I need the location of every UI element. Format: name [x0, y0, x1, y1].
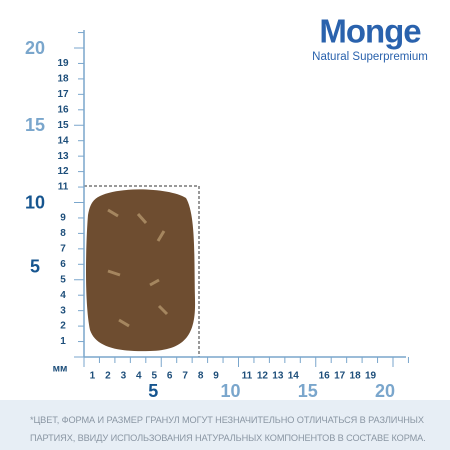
x-minor-label: 11	[242, 371, 253, 382]
y-minor-label: 15	[57, 120, 69, 131]
y-minor-label: 16	[57, 104, 69, 115]
footnote: *Цвет, форма и размер гранул могут незна…	[0, 400, 450, 450]
x-major-label: 5	[148, 381, 158, 400]
x-major-label: 20	[375, 381, 395, 400]
x-minor-label: 3	[121, 371, 127, 382]
x-minor-label: 8	[198, 371, 204, 382]
y-minor-label: 18	[57, 74, 69, 85]
y-minor-label: 3	[60, 305, 66, 316]
y-minor-label: 19	[57, 58, 69, 69]
logo-brand: Monge	[319, 13, 421, 50]
y-minor-label: 6	[60, 259, 66, 270]
y-minor-label: 12	[57, 166, 69, 177]
unit-label: мм	[53, 364, 68, 375]
x-minor-label: 1	[90, 371, 96, 382]
kibble-texture	[107, 208, 169, 328]
x-minor-label: 5	[151, 371, 157, 382]
logo-tagline: Natural Superpremium	[312, 51, 428, 63]
x-minor-label: 19	[365, 371, 377, 382]
x-minor-label: 7	[182, 371, 188, 382]
x-minor-label: 12	[257, 371, 269, 382]
y-minor-label: 1	[60, 336, 66, 347]
x-minor-label: 6	[167, 371, 173, 382]
y-minor-label: 13	[57, 151, 69, 162]
x-minor-label: 4	[136, 371, 142, 382]
x-minor-label: 13	[272, 371, 284, 382]
x-major-label: 15	[298, 381, 318, 400]
y-major-label: 20	[25, 38, 45, 58]
kibble	[86, 189, 196, 352]
x-minor-label: 9	[213, 371, 219, 382]
y-minor-label: 2	[60, 321, 66, 332]
y-minor-label: 14	[57, 135, 69, 146]
x-minor-label: 17	[334, 371, 346, 382]
y-minor-label: 7	[60, 243, 66, 254]
y-minor-label: 11	[58, 182, 69, 193]
ruler-graphic: Monge Natural Superpremium мм 1234567891…	[25, 13, 428, 401]
x-minor-label: 16	[319, 371, 331, 382]
y-minor-label: 17	[57, 89, 69, 100]
y-minor-label: 9	[60, 213, 66, 224]
x-minor-label: 18	[350, 371, 362, 382]
y-minor-label: 8	[60, 228, 66, 239]
y-major-label: 5	[30, 257, 40, 277]
x-minor-label: 2	[105, 371, 111, 382]
y-minor-label: 4	[60, 290, 66, 301]
y-major-label: 10	[25, 192, 45, 212]
x-minor-label: 14	[288, 371, 300, 382]
x-major-label: 10	[220, 381, 240, 400]
y-major-label: 15	[25, 115, 45, 135]
y-minor-label: 5	[60, 274, 66, 285]
